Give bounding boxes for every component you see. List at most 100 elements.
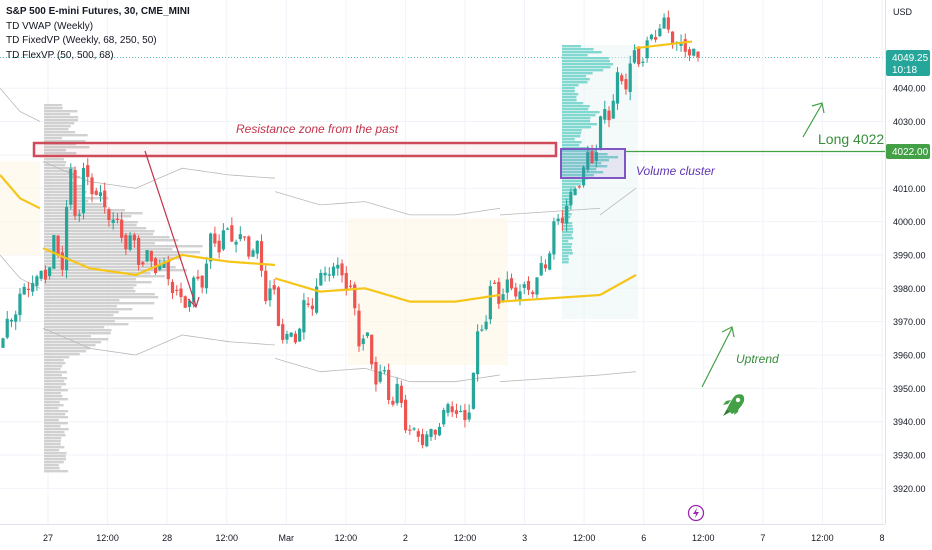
- profile-bar: [562, 75, 587, 78]
- candle-body: [302, 300, 306, 333]
- profile-bar: [562, 138, 575, 141]
- profile-bar: [44, 293, 155, 296]
- profile-bar: [44, 353, 80, 356]
- profile-bar: [562, 114, 596, 117]
- profile-bar: [44, 305, 117, 308]
- candle-body: [442, 410, 446, 425]
- resistance-zone-box[interactable]: [32, 141, 558, 158]
- profile-bar: [44, 344, 96, 347]
- lightning-icon[interactable]: [687, 504, 705, 522]
- profile-bar: [562, 78, 590, 81]
- time-tick-label: 12:00: [96, 533, 119, 543]
- candle-body: [497, 281, 501, 304]
- profile-bar: [44, 158, 65, 161]
- last-price-value: 4049.25: [892, 53, 929, 64]
- profile-bar: [562, 165, 608, 168]
- time-tick-label: 12:00: [454, 533, 477, 543]
- indicator-flexvp[interactable]: TD FlexVP (50, 500, 68): [6, 49, 114, 61]
- profile-bar: [44, 233, 154, 236]
- long-entry-annotation[interactable]: Long 4022: [625, 102, 885, 153]
- candle-body: [611, 100, 615, 119]
- profile-bar: [44, 254, 184, 257]
- candle-body: [488, 286, 492, 320]
- candle-body: [522, 284, 526, 288]
- time-tick-label: Mar: [279, 533, 295, 543]
- profile-bar: [562, 174, 594, 177]
- profile-bar: [44, 251, 201, 254]
- profile-bar: [562, 132, 582, 135]
- candle-body: [56, 235, 60, 256]
- indicator-fixedvp[interactable]: TD FixedVP (Weekly, 68, 250, 50): [6, 35, 157, 46]
- candle-body: [543, 264, 548, 269]
- profile-bar: [44, 227, 147, 230]
- profile-bar: [562, 123, 598, 126]
- profile-bar: [44, 248, 173, 251]
- candle-body: [323, 272, 327, 276]
- candle-body: [548, 253, 552, 270]
- candle-body: [509, 278, 514, 289]
- candle-body: [98, 192, 103, 197]
- resistance-annotation[interactable]: Resistance zone from the past: [32, 122, 558, 158]
- profile-bar: [44, 416, 69, 419]
- profile-bar: [562, 183, 581, 186]
- symbol-title[interactable]: S&P 500 E-mini Futures, 30, CME_MINI: [6, 6, 190, 17]
- profile-bar: [44, 149, 66, 152]
- time-axis[interactable]: 27 12:00 28 12:00 Mar 12:00 2 12:00 3 12:00 6 12:00…: [0, 524, 885, 544]
- indicator-vwap[interactable]: TD VWAP (Weekly): [6, 20, 94, 32]
- vwap-upper-band: [0, 87, 41, 122]
- time-tick-label: 3: [522, 533, 527, 543]
- profile-bar: [562, 258, 569, 261]
- chart-legend[interactable]: S&P 500 E-mini Futures, 30, CME_MINI TD …: [6, 5, 190, 63]
- candle-body: [429, 429, 433, 437]
- candle-body: [281, 324, 285, 340]
- candle-body: [514, 287, 518, 297]
- volume-cluster-box[interactable]: [560, 148, 626, 179]
- profile-bar: [44, 221, 138, 224]
- last-price-tag[interactable]: 4049.25 10:18: [886, 50, 930, 76]
- price-axis[interactable]: USD 3920.00 3930.00 3940.00 3950.00 3960.00 3…: [885, 0, 926, 524]
- profile-bar: [562, 231, 573, 234]
- price-tick-label: 3920.00: [893, 484, 926, 494]
- profile-bar: [44, 146, 90, 149]
- candle-body: [14, 314, 18, 322]
- candle-body: [238, 234, 242, 240]
- profile-bar: [44, 230, 155, 233]
- profile-bar: [44, 323, 129, 326]
- time-tick-label: 6: [641, 533, 646, 543]
- profile-bar: [44, 164, 66, 167]
- long-level-tag[interactable]: 4022.00: [886, 144, 930, 159]
- down-arrow-annotation[interactable]: [144, 150, 200, 309]
- profile-bar: [562, 243, 573, 246]
- profile-bar: [44, 437, 62, 440]
- candle-body: [382, 370, 387, 372]
- candle-body: [183, 296, 187, 308]
- long-entry-label: Long 4022: [818, 131, 884, 147]
- profile-bar: [562, 57, 609, 60]
- candle-body: [492, 282, 497, 284]
- candle-body: [480, 329, 484, 331]
- profile-bar: [44, 242, 155, 245]
- candle-body: [331, 266, 336, 276]
- profile-bar: [44, 113, 70, 116]
- candle-body: [370, 334, 374, 365]
- candle-body: [9, 319, 14, 322]
- profile-bar: [44, 161, 67, 164]
- candle-body: [192, 277, 196, 303]
- uptrend-annotation[interactable]: Uptrend: [701, 326, 779, 388]
- vwap-segment: [499, 293, 601, 303]
- candle-body: [454, 410, 459, 414]
- price-tick-label: 3970.00: [893, 317, 926, 327]
- candle-body: [526, 281, 531, 290]
- profile-bar: [562, 189, 576, 192]
- candle-body: [569, 191, 573, 205]
- profile-bar: [44, 302, 155, 305]
- candle-body: [365, 332, 370, 337]
- candle-body: [166, 260, 170, 280]
- volume-cluster-annotation[interactable]: Volume cluster: [560, 148, 716, 179]
- profile-bar: [44, 398, 68, 401]
- profile-bar: [562, 153, 608, 156]
- profile-bar: [562, 45, 581, 48]
- profile-bar: [44, 392, 62, 395]
- vwap-segment-current: [634, 40, 693, 50]
